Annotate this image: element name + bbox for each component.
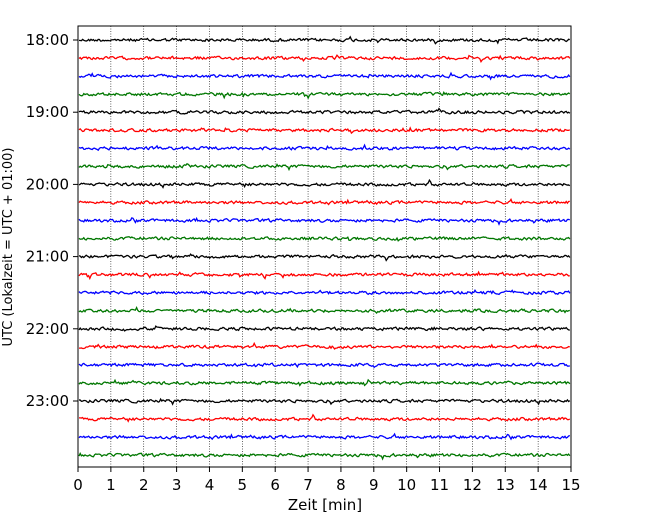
- x-tick-label-7: 7: [303, 476, 313, 494]
- x-tick-label-6: 6: [270, 476, 280, 494]
- trace-5: [78, 126, 571, 135]
- plot-frame: [77, 25, 572, 468]
- trace-4: [78, 107, 571, 115]
- x-tick-label-9: 9: [369, 476, 379, 494]
- trace-8: [78, 178, 571, 189]
- trace-3: [78, 90, 571, 100]
- trace-17: [79, 341, 570, 350]
- y-tick-label-21:00: 21:00: [26, 248, 69, 266]
- y-tick-label-23:00: 23:00: [26, 392, 69, 410]
- trace-2: [78, 71, 571, 81]
- trace-16: [78, 325, 570, 332]
- x-axis-ticks: 0 1 2 3 4 5 6 7 8 9 10 11 12 13 14 15: [73, 467, 581, 494]
- y-axis-ticks: 18:00 19:00 20:00 21:00 22:00 23:00: [26, 31, 78, 410]
- trace-23: [78, 452, 571, 461]
- x-tick-label-10: 10: [397, 476, 416, 494]
- vertical-grid: [110, 26, 539, 467]
- trace-15: [78, 306, 570, 314]
- trace-10: [78, 216, 570, 226]
- x-tick-label-14: 14: [529, 476, 548, 494]
- seismic-traces: [78, 35, 571, 461]
- trace-1: [78, 54, 571, 64]
- trace-12: [78, 253, 571, 262]
- y-tick-label-20:00: 20:00: [26, 175, 69, 193]
- x-tick-label-15: 15: [561, 476, 580, 494]
- trace-14: [78, 288, 571, 296]
- x-tick-label-4: 4: [205, 476, 215, 494]
- trace-20: [78, 397, 571, 406]
- trace-13: [78, 270, 570, 281]
- x-tick-label-13: 13: [496, 476, 515, 494]
- y-tick-label-22:00: 22:00: [26, 320, 69, 338]
- trace-18: [78, 362, 570, 369]
- trace-22: [78, 432, 571, 441]
- trace-9: [78, 197, 570, 206]
- y-tick-label-18:00: 18:00: [26, 31, 69, 49]
- trace-7: [78, 163, 570, 172]
- x-axis-label: Zeit [min]: [288, 496, 362, 514]
- x-tick-label-5: 5: [238, 476, 248, 494]
- trace-19: [78, 378, 571, 387]
- trace-6: [78, 143, 571, 152]
- x-tick-label-12: 12: [463, 476, 482, 494]
- trace-0: [78, 35, 570, 45]
- x-tick-label-1: 1: [106, 476, 116, 494]
- x-tick-label-2: 2: [139, 476, 149, 494]
- trace-21: [78, 413, 571, 423]
- trace-11: [78, 236, 571, 242]
- y-tick-label-19:00: 19:00: [26, 103, 69, 121]
- x-tick-label-8: 8: [336, 476, 346, 494]
- x-tick-label-3: 3: [172, 476, 182, 494]
- y-axis-label: UTC (Lokalzeit = UTC + 01:00): [1, 148, 16, 347]
- x-tick-label-11: 11: [430, 476, 449, 494]
- x-tick-label-0: 0: [73, 476, 83, 494]
